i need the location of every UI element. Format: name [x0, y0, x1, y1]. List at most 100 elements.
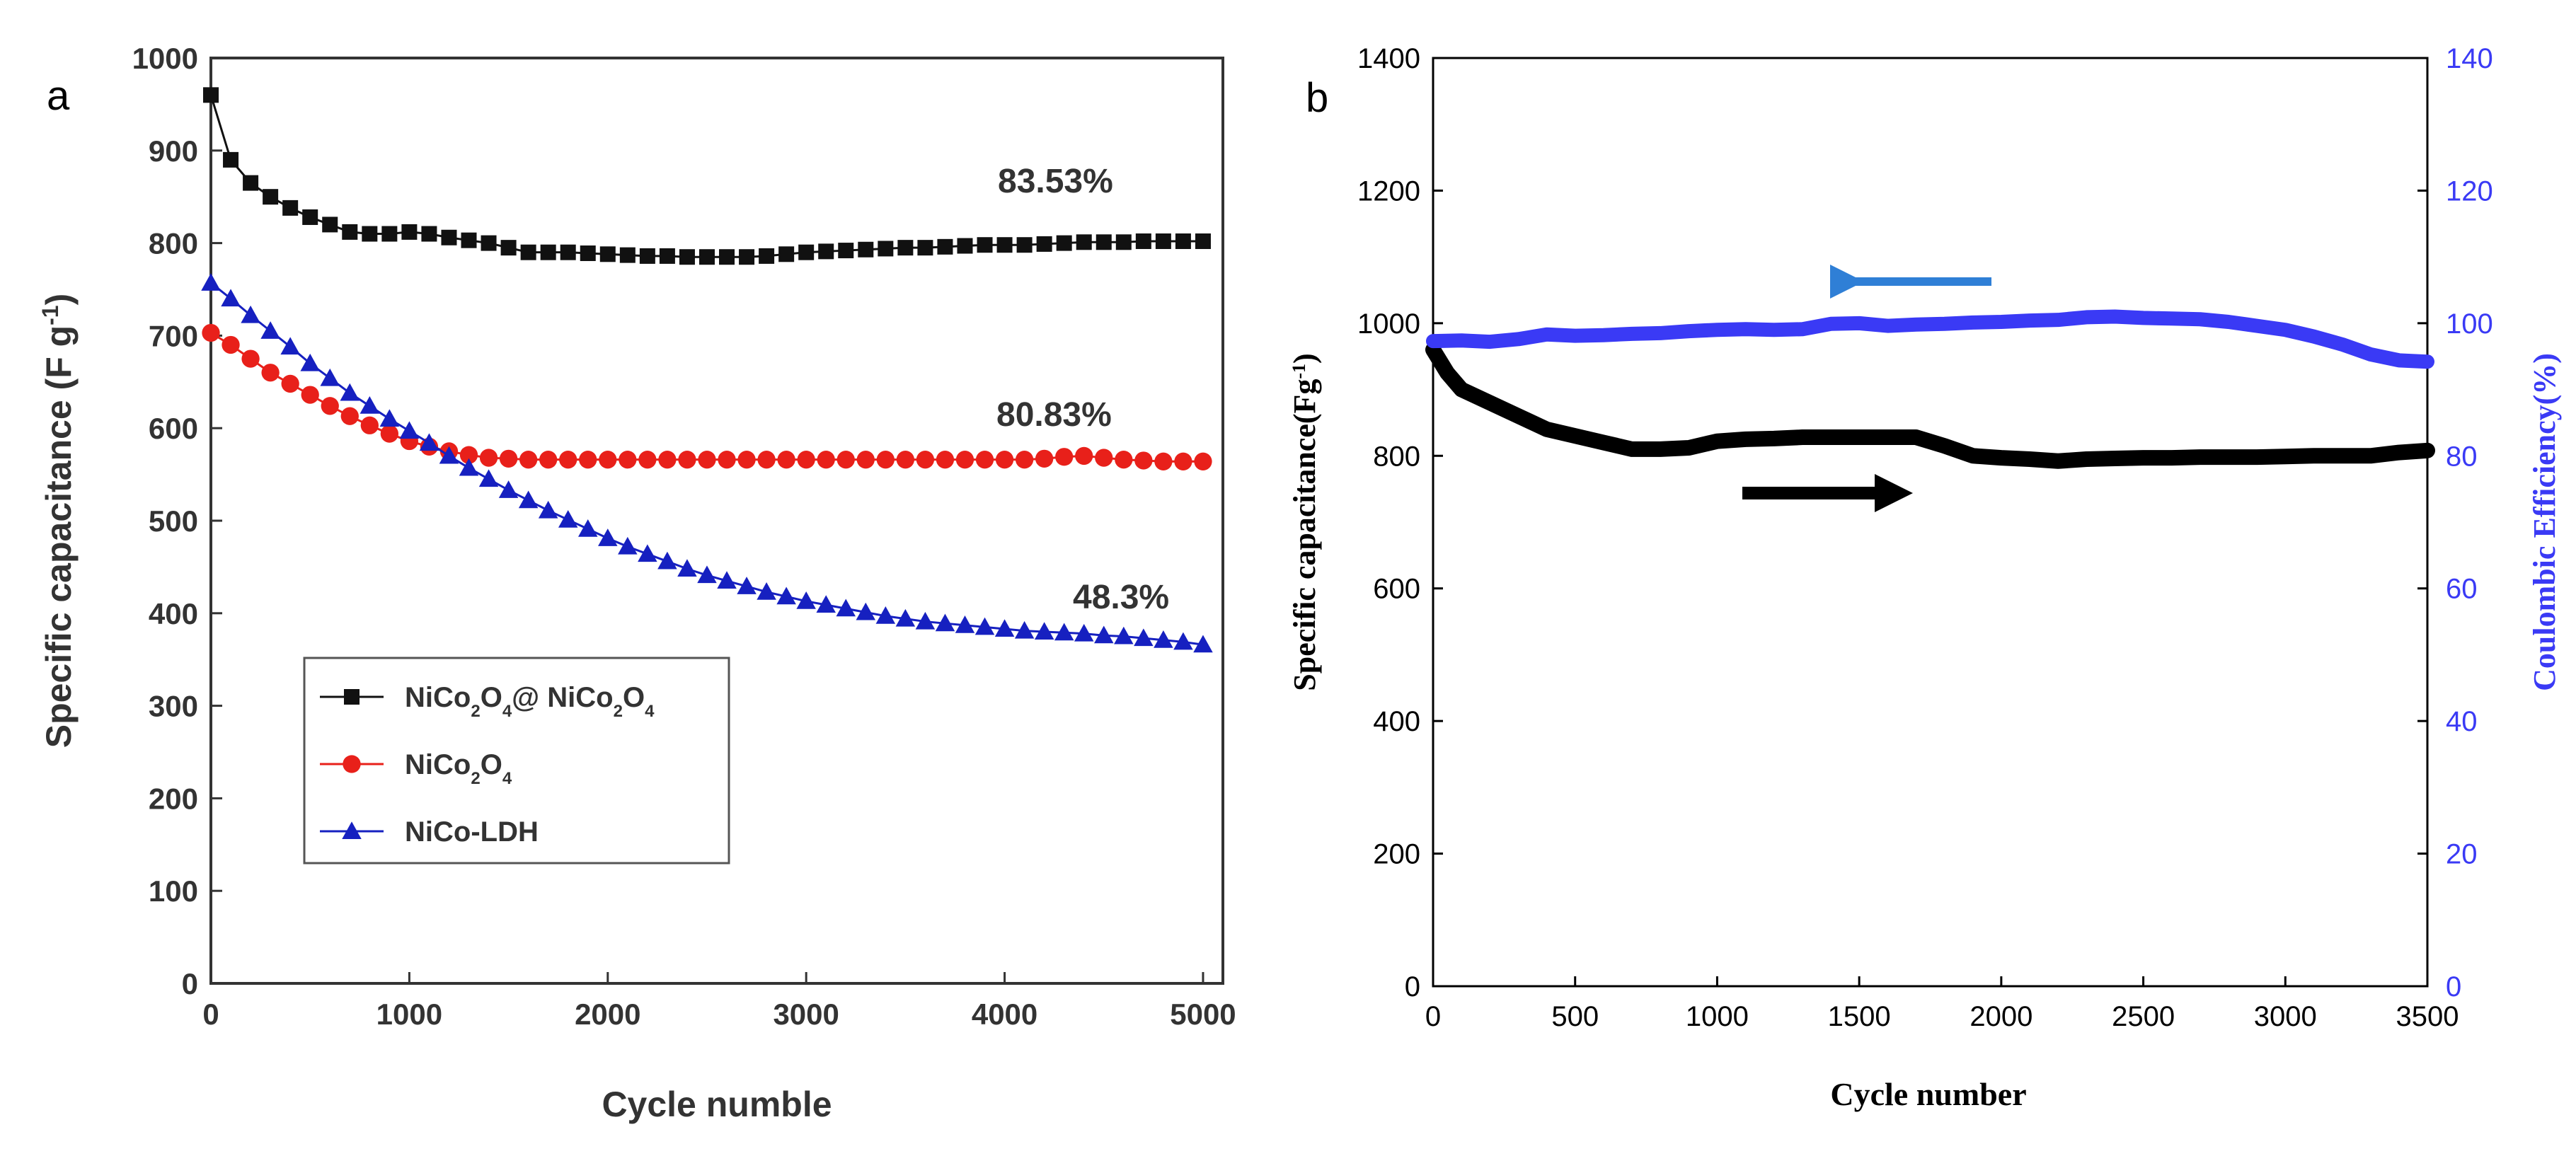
data-point [1193, 635, 1213, 653]
panel-b-x-label: Cycle number [1830, 1076, 2026, 1112]
data-point [1095, 449, 1113, 467]
a-x-tick-label: 3000 [773, 998, 839, 1031]
data-point [796, 591, 816, 609]
panel-b-label: b [1306, 75, 1328, 121]
a-x-tick-label: 1000 [376, 998, 442, 1031]
a-x-tick-label: 2000 [575, 998, 640, 1031]
data-point [281, 374, 299, 393]
data-point [421, 226, 437, 242]
data-point [996, 237, 1013, 253]
data-point [1054, 623, 1074, 641]
b-right-tick-label: 80 [2446, 441, 2478, 472]
b-right-tick-label: 100 [2446, 308, 2493, 340]
data-point [757, 582, 776, 600]
data-point [659, 248, 675, 264]
annotation-48-3: 48.3% [1073, 579, 1169, 616]
a-x-tick-label: 5000 [1170, 998, 1236, 1031]
a-y-tick-label: 700 [149, 319, 198, 352]
data-point [540, 244, 556, 260]
data-point [955, 615, 975, 633]
data-point [320, 368, 340, 386]
panel-a-axes: 0 1000 2000 3000 4000 5000 0 100 200 300 400 500 600… [132, 42, 1236, 1031]
panel-a-label: a [47, 73, 70, 119]
legend-marker [342, 821, 362, 839]
data-point [1195, 233, 1211, 249]
b-left-tick-label: 1200 [1357, 175, 1420, 207]
b-x-tick-label: 2500 [2112, 1001, 2175, 1032]
data-point [1154, 630, 1173, 648]
data-point [896, 451, 915, 469]
legend-label: NiCo-LDH [405, 816, 539, 848]
data-point [718, 451, 736, 469]
panel-a: a 0 1000 2000 3000 4000 5000 0 100 200 300 400 500 6… [38, 42, 1236, 1124]
data-point [895, 608, 916, 627]
data-point [223, 151, 239, 168]
data-point [1134, 628, 1154, 647]
data-point [478, 469, 499, 487]
data-point [300, 353, 320, 371]
data-point [916, 451, 935, 469]
a-y-tick-label: 300 [149, 690, 198, 723]
data-point [776, 586, 796, 605]
data-point [1096, 234, 1112, 250]
panel-b-right-y-label: Coulombic Efficiency(%) [2527, 353, 2562, 691]
data-point [379, 409, 400, 427]
data-point [1154, 452, 1173, 470]
data-point [995, 451, 1014, 469]
data-point [1076, 234, 1092, 250]
legend-marker [344, 689, 360, 705]
panel-b-plot-frame [1432, 57, 2429, 988]
data-point [619, 247, 636, 263]
data-point [737, 577, 757, 594]
data-point [500, 240, 517, 256]
data-point [459, 458, 479, 476]
data-point [638, 451, 657, 469]
data-point [499, 449, 518, 468]
data-point [419, 433, 439, 451]
data-point [875, 606, 896, 624]
data-point [479, 449, 498, 467]
data-point [261, 364, 280, 382]
b-left-tick-label: 600 [1373, 574, 1420, 605]
b-left-tick-label: 1400 [1357, 43, 1420, 74]
data-point [797, 451, 815, 469]
data-point [340, 407, 359, 425]
legend-box [303, 657, 730, 865]
data-point [577, 519, 598, 537]
data-point [441, 229, 457, 245]
panel-b: b 0 500 1000 1500 2000 2500 3000 35000200400600… [1287, 43, 2562, 1112]
data-point [1094, 625, 1114, 644]
data-point [994, 619, 1015, 637]
data-point [1115, 234, 1132, 250]
data-point [221, 289, 241, 307]
data-point [955, 451, 974, 469]
data-point [856, 602, 876, 620]
data-point [559, 451, 577, 469]
data-point [461, 232, 477, 248]
panel-b-axes: 0 500 1000 1500 2000 2500 3000 3500020040060080… [1357, 43, 2493, 1032]
b-right-tick-label: 120 [2446, 175, 2493, 207]
a-y-tick-label: 900 [149, 134, 198, 168]
b-left-tick-label: 0 [1405, 971, 1420, 1002]
a-x-tick-label: 0 [202, 998, 219, 1031]
data-point [518, 490, 539, 509]
data-point [678, 451, 696, 469]
data-point [876, 451, 895, 469]
series-triangle [201, 273, 1213, 653]
data-point [957, 238, 973, 254]
data-point [399, 421, 420, 439]
a-y-tick-label: 500 [149, 504, 198, 538]
data-point [698, 451, 716, 469]
data-point [599, 246, 616, 262]
data-point [638, 544, 657, 562]
data-point [381, 226, 398, 242]
data-point [598, 528, 618, 546]
data-point [1114, 626, 1134, 645]
data-point [977, 237, 993, 253]
data-point [340, 383, 360, 401]
b-right-tick-label: 140 [2446, 43, 2493, 74]
data-point [1034, 622, 1054, 640]
a-y-tick-label: 200 [149, 782, 198, 815]
